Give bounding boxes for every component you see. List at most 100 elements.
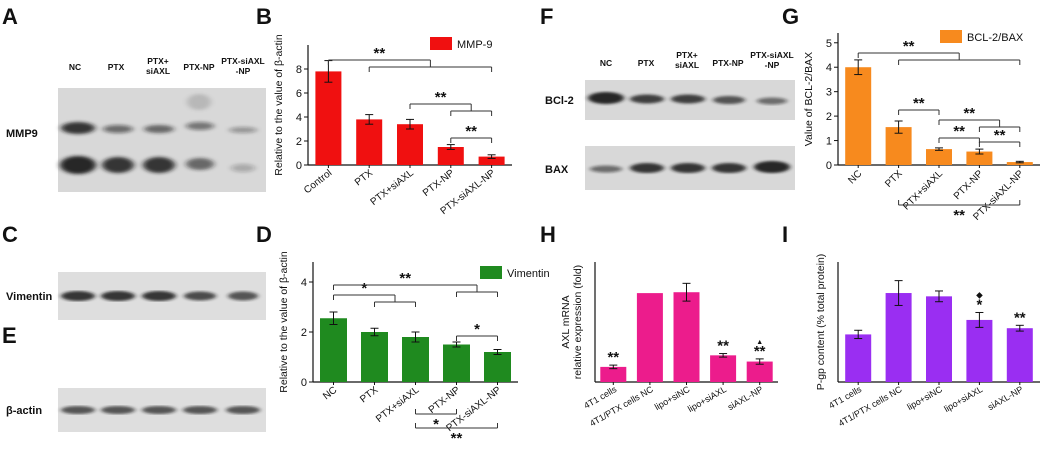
- significance-mark: **: [607, 349, 619, 366]
- bar-ptx-np: [437, 147, 464, 165]
- significance-mark: **: [754, 343, 766, 360]
- significance-bracket: **: [978, 127, 1021, 147]
- significance-mark: **: [953, 207, 965, 224]
- x-tick-label: PTX+siAXL: [369, 167, 417, 208]
- lane-label-ptx-siaxl: PTX+ siAXL: [146, 56, 170, 76]
- significance-mark: **: [451, 430, 463, 447]
- y-axis-label: Relative to the value of β-actin: [273, 34, 285, 176]
- y-tick-label: 4: [826, 62, 832, 74]
- x-tick-label: PTX+siAXL: [901, 168, 945, 212]
- lane-label-ptx-siaxl-np: PTX-siAXL -NP: [750, 50, 793, 70]
- lane-label-ptx-siaxl: PTX+ siAXL: [675, 50, 699, 70]
- x-tick-label: PTX-NP: [421, 167, 457, 198]
- legend-label: BCL-2/BAX: [967, 32, 1024, 44]
- x-tick-label: lipo+siAXL: [942, 384, 984, 414]
- y-tick-label: 4: [301, 277, 307, 289]
- significance-mark: **: [399, 270, 411, 287]
- x-tick-label: PTX-NP: [952, 168, 986, 202]
- lane-label-ptx-np: PTX-NP: [183, 62, 215, 72]
- bar-nc: [320, 318, 347, 382]
- y-tick-label: 3: [826, 87, 832, 99]
- x-tick-label: PTX: [883, 168, 905, 190]
- bar-ptx-siaxl-np: [478, 156, 505, 165]
- panel-letter-d: D: [256, 222, 272, 247]
- significance-bracket: *: [456, 321, 498, 341]
- lane-label-line: siAXL: [675, 60, 699, 70]
- significance-bracket: **: [333, 270, 498, 297]
- y-tick-label: 2: [301, 327, 307, 339]
- x-tick-label: lipo+siNC: [653, 384, 692, 412]
- significance-bracket: **: [327, 45, 493, 72]
- x-tick-label: lipo+siAXL: [686, 384, 728, 414]
- bar-4t1-cells: [845, 334, 872, 382]
- lane-label-nc: NC: [600, 58, 612, 68]
- lane-label-line: PTX+: [147, 56, 169, 66]
- chart-i: P-gp content (% total protein)4T1 cells4…: [815, 254, 1040, 428]
- panel-letter-e: E: [2, 323, 17, 348]
- bar-ptx-siaxl: [397, 124, 423, 165]
- lane-label-line: PTX-siAXL: [750, 50, 793, 60]
- x-tick-label: siAXL-NP: [986, 384, 1025, 412]
- bar-ptx: [356, 119, 383, 165]
- blot-membrane: [58, 88, 266, 192]
- lane-label-ptx: PTX: [638, 58, 655, 68]
- x-tick-label: PTX: [358, 384, 380, 405]
- panel-letter-a: A: [2, 4, 18, 29]
- significance-mark: **: [903, 38, 915, 55]
- bar-ptx: [361, 332, 388, 382]
- significance-mark: **: [1014, 309, 1026, 326]
- significance-bracket: *: [333, 280, 416, 307]
- significance-mark: *: [361, 280, 367, 297]
- significance-mark: *: [433, 416, 439, 433]
- bar-lipo-sinc: [926, 296, 952, 382]
- lane-label-line: -NP: [236, 66, 251, 76]
- blot-a: NC PTX PTX+ siAXL PTX-NP PTX-siAXL -NP MMP…: [6, 56, 266, 192]
- bar-4t1-ptx-cells-nc: [636, 293, 663, 382]
- bar-4t1-cells: [600, 366, 627, 382]
- legend-swatch: [430, 37, 452, 50]
- panel-letter-f: F: [540, 4, 553, 29]
- lane-label-ptx: PTX: [108, 62, 125, 72]
- bar-siaxl-np: [1006, 328, 1033, 382]
- y-tick-label: 5: [826, 38, 832, 50]
- significance-mark: **: [913, 95, 925, 112]
- significance-bracket: **: [938, 105, 1021, 132]
- blot-e: β-actin: [6, 388, 266, 432]
- bar-ptx-np: [966, 151, 993, 165]
- panel-letter-g: G: [782, 4, 799, 29]
- x-tick-label: lipo+siNC: [905, 384, 944, 412]
- significance-mark: ▲: [756, 339, 763, 346]
- significance-bracket: **: [938, 123, 980, 143]
- significance-mark: *: [474, 321, 480, 338]
- legend-label: MMP-9: [457, 39, 492, 51]
- blot-row-label-beta-actin: β-actin: [6, 405, 42, 417]
- chart-d: 0 2 4 Relative to the value of β-actin NC PTX…: [278, 251, 550, 447]
- bar-siaxl-np: [746, 361, 773, 382]
- significance-bracket: **: [857, 38, 1021, 65]
- significance-bracket: **: [450, 123, 493, 143]
- significance-mark: **: [717, 338, 729, 355]
- bar-control: [315, 71, 342, 165]
- blot-row-label-mmp9: MMP9: [6, 128, 38, 140]
- significance-mark: *: [976, 296, 982, 313]
- significance-bracket: **: [898, 95, 940, 115]
- legend-label: Vimentin: [507, 268, 550, 280]
- significance-mark: **: [994, 127, 1006, 144]
- x-tick-label: PTX-NP: [427, 384, 463, 415]
- y-tick-label: 8: [296, 64, 302, 76]
- bar-ptx-siaxl: [402, 337, 429, 382]
- y-axis-label: P-gp content (% total protein): [815, 254, 827, 391]
- chart-h: AXL mRNA relative expression (fold)4T1 ce…: [560, 262, 778, 428]
- y-tick-label: 0: [301, 377, 307, 389]
- significance-bracket: **: [898, 200, 1021, 224]
- panel-letters: A B C D E F G H I: [2, 4, 799, 348]
- y-axis-label: Value of BCL-2/BAX: [803, 52, 815, 146]
- lane-label-line: PTX+: [676, 50, 698, 60]
- blot-row-label-bax: BAX: [545, 164, 569, 176]
- bar-ptx-siaxl-np: [484, 352, 511, 382]
- panel-letter-h: H: [540, 222, 556, 247]
- blot-c: Vimentin: [6, 272, 266, 320]
- significance-mark: **: [963, 105, 975, 122]
